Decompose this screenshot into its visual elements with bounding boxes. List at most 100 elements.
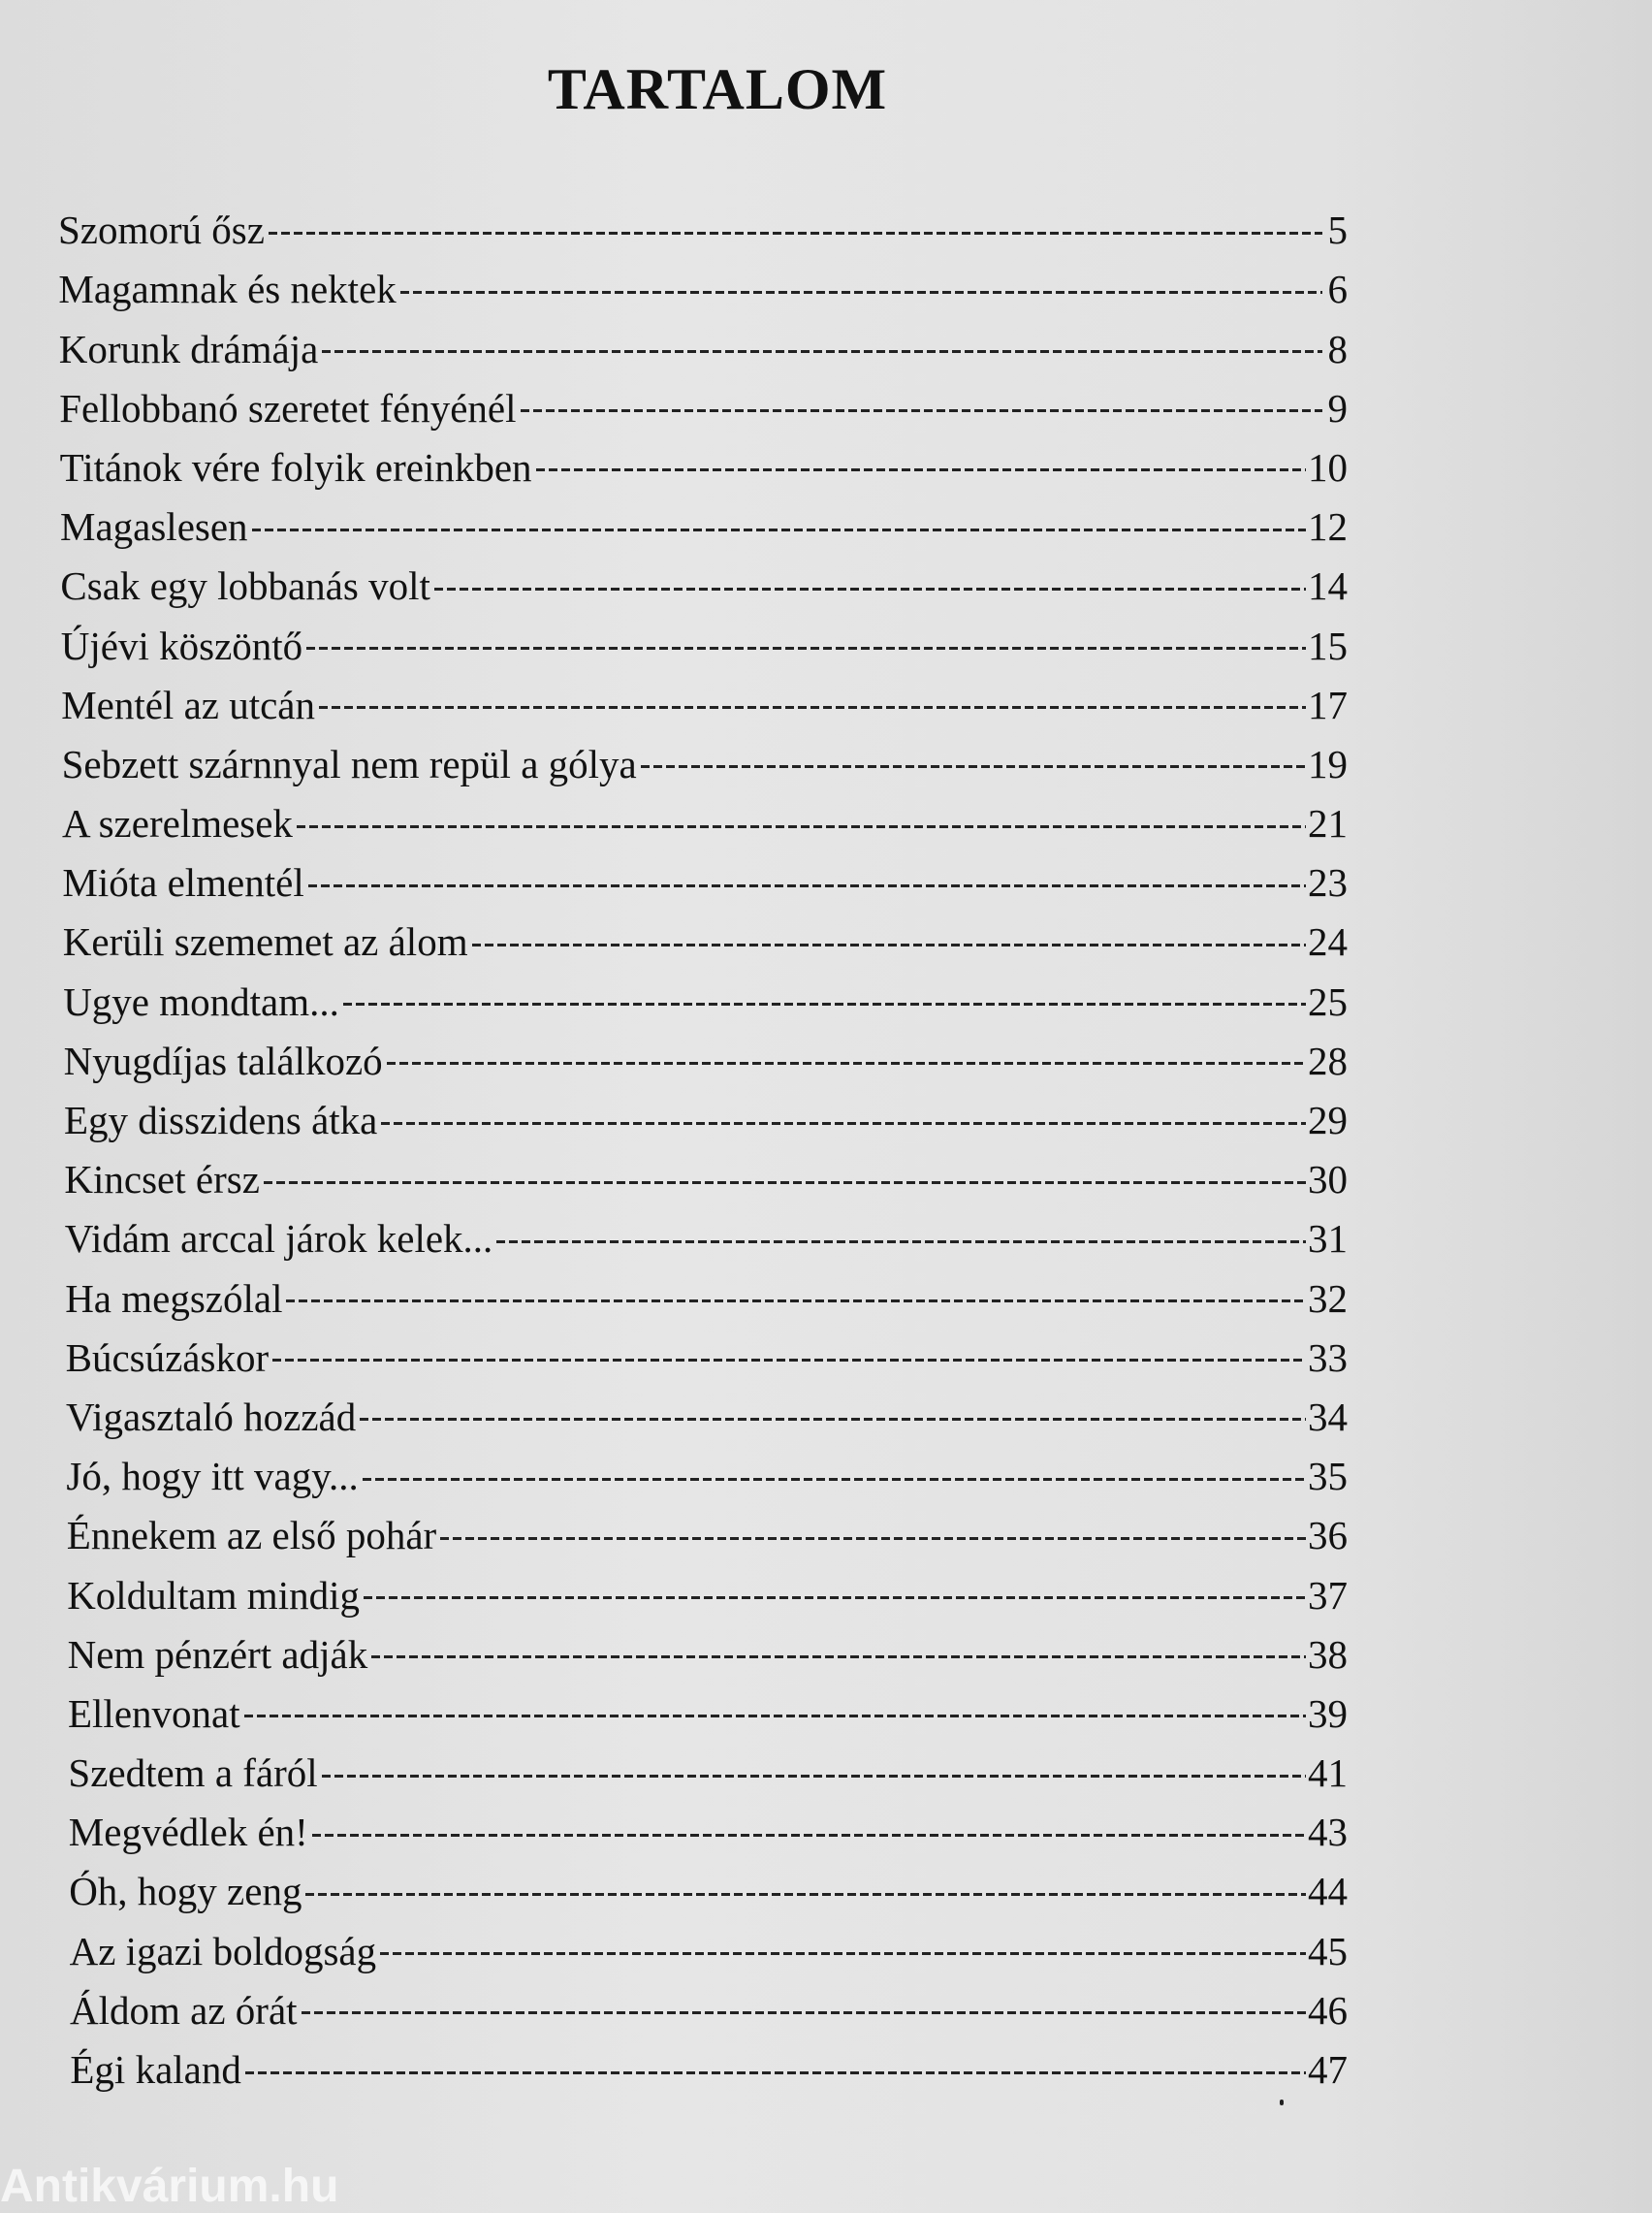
- dot-leader: [319, 700, 1306, 715]
- dot-leader: [640, 759, 1306, 774]
- entry-title: Megvédlek én!: [68, 1810, 308, 1855]
- dot-leader: [363, 1590, 1306, 1605]
- toc-entry: Magamnak és nektek 6: [58, 253, 1348, 312]
- entry-title: A szerelmesek: [62, 801, 293, 847]
- page-number: 34: [1308, 1394, 1348, 1439]
- entry-title: Jó, hogy itt vagy...: [66, 1454, 359, 1499]
- entry-title: Szomorú ősz: [58, 208, 265, 253]
- entry-title: Sebzett szárnnyal nem repül a gólya: [61, 741, 637, 786]
- dot-leader: [251, 523, 1306, 537]
- page-title: TARTALOM: [547, 57, 888, 121]
- toc-entry: Korunk drámája 8: [58, 312, 1348, 371]
- page-number: 21: [1308, 801, 1348, 847]
- toc-entry: Mentél az utcán 17: [58, 669, 1348, 728]
- dot-leader: [342, 997, 1306, 1011]
- dot-leader: [311, 1828, 1306, 1843]
- toc-entry: Az igazi boldogság 45: [58, 1914, 1348, 1973]
- page-number: 45: [1308, 1928, 1348, 1973]
- toc-entry: Ellenvonat 39: [58, 1678, 1348, 1737]
- page-number: 41: [1308, 1750, 1348, 1796]
- dot-leader: [296, 819, 1306, 834]
- dot-leader: [471, 938, 1306, 952]
- page-number: 17: [1308, 682, 1348, 727]
- toc-entry: Jó, hogy itt vagy... 35: [58, 1440, 1348, 1499]
- entry-title: Koldultam mindig: [67, 1572, 360, 1618]
- entry-title: Kerüli szememet az álom: [62, 919, 468, 965]
- page-number: 25: [1308, 978, 1348, 1024]
- page-number: 9: [1327, 385, 1349, 431]
- page-number: 10: [1308, 444, 1348, 490]
- toc-entry: Ha megszólal 32: [58, 1262, 1348, 1321]
- page-number: 23: [1308, 860, 1348, 906]
- toc-entry: Mióta elmentél 23: [58, 847, 1348, 906]
- entry-title: Magamnak és nektek: [58, 267, 397, 312]
- page-number: 39: [1308, 1690, 1348, 1736]
- entry-title: Mióta elmentél: [62, 860, 304, 906]
- dot-leader: [301, 2005, 1306, 2020]
- toc-entry: Óh, hogy zeng 44: [58, 1855, 1348, 1914]
- dot-leader: [272, 1353, 1306, 1367]
- toc-entry: Búcsúzáskor 33: [58, 1322, 1348, 1381]
- dot-leader: [440, 1531, 1306, 1546]
- page-number: 31: [1308, 1216, 1348, 1262]
- entry-title: Újévi köszöntő: [60, 623, 303, 668]
- page-number: 30: [1308, 1157, 1348, 1203]
- dot-leader: [268, 226, 1322, 241]
- entry-title: Nyugdíjas találkozó: [63, 1038, 383, 1083]
- page-number: 28: [1308, 1038, 1348, 1083]
- watermark: Antikvárium.hu: [0, 2161, 339, 2212]
- dot-leader: [286, 1294, 1306, 1308]
- toc-entry: Fellobbanó szeretet fényénél 9: [58, 372, 1348, 432]
- entry-title: Ugye mondtam...: [63, 978, 339, 1024]
- page-number: 35: [1308, 1454, 1348, 1499]
- dot-leader: [307, 879, 1306, 893]
- page-number: 33: [1308, 1334, 1348, 1380]
- toc-entry: Csak egy lobbanás volt 14: [58, 550, 1348, 609]
- toc-entry: Szomorú ősz 5: [58, 194, 1348, 253]
- toc-entry: Énnekem az első pohár 36: [58, 1499, 1348, 1558]
- dot-leader: [535, 463, 1306, 477]
- toc-entry: Vidám arccal járok kelek... 31: [58, 1203, 1348, 1262]
- entry-title: Énnekem az első pohár: [66, 1513, 437, 1558]
- page-number: 14: [1308, 563, 1348, 609]
- dot-leader: [386, 1056, 1306, 1071]
- entry-title: Korunk drámája: [58, 326, 319, 371]
- entry-title: Áldom az órát: [70, 1987, 298, 2033]
- dot-leader: [381, 1116, 1306, 1130]
- page-number: 44: [1308, 1869, 1348, 1914]
- toc-entry: Magaslesen 12: [58, 491, 1348, 550]
- toc-entry: Kerüli szememet az álom 24: [58, 906, 1348, 965]
- toc-entry: Koldultam mindig 37: [58, 1558, 1348, 1618]
- page-number: 29: [1308, 1098, 1348, 1142]
- dot-leader: [244, 2066, 1306, 2079]
- toc-entry: Nyugdíjas találkozó 28: [58, 1025, 1348, 1084]
- entry-title: Titánok vére folyik ereinkben: [59, 444, 532, 490]
- dot-leader: [322, 344, 1322, 359]
- dot-leader: [321, 1769, 1306, 1783]
- entry-title: Az igazi boldogság: [69, 1928, 377, 1973]
- page-number: 19: [1308, 741, 1348, 786]
- toc-entry: Nem pénzért adják 38: [58, 1619, 1348, 1678]
- dot-leader: [399, 285, 1322, 300]
- page-number: 38: [1308, 1631, 1348, 1677]
- page-number: 6: [1327, 267, 1349, 312]
- entry-title: Kincset érsz: [64, 1157, 260, 1203]
- toc-entry: Sebzett szárnnyal nem repül a gólya 19: [58, 728, 1348, 787]
- entry-title: Ellenvonat: [68, 1690, 240, 1736]
- entry-title: Magaslesen: [60, 504, 248, 550]
- toc-entry: Kincset érsz 30: [58, 1143, 1348, 1203]
- toc-entry: Újévi köszöntő 15: [58, 609, 1348, 668]
- toc-entry: Égi kaland 47: [58, 2034, 1348, 2093]
- page-number: 15: [1308, 623, 1348, 668]
- dot-leader: [380, 1946, 1306, 1961]
- page-number: 47: [1308, 2047, 1348, 2092]
- dot-leader: [306, 641, 1306, 656]
- entry-title: Búcsúzáskor: [65, 1334, 270, 1380]
- dot-leader: [371, 1650, 1306, 1664]
- print-speck: [1280, 2100, 1284, 2105]
- page-number: 37: [1308, 1572, 1348, 1618]
- dot-leader: [305, 1887, 1306, 1902]
- toc-entry: Egy disszidens átka 29: [58, 1084, 1348, 1143]
- page-number: 8: [1327, 326, 1349, 371]
- toc-entry: Megvédlek én! 43: [58, 1796, 1348, 1855]
